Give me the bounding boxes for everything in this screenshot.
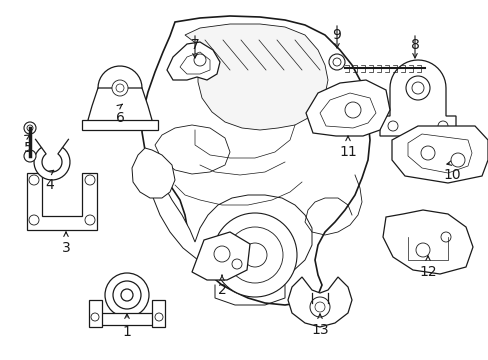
Circle shape	[231, 259, 242, 269]
Text: 8: 8	[410, 38, 419, 52]
Circle shape	[27, 125, 33, 131]
Text: 10: 10	[442, 168, 460, 182]
Text: 12: 12	[418, 265, 436, 279]
Circle shape	[345, 102, 360, 118]
Text: 6: 6	[115, 111, 124, 125]
Text: 1: 1	[122, 325, 131, 339]
Circle shape	[213, 213, 296, 297]
Circle shape	[85, 175, 95, 185]
Circle shape	[85, 215, 95, 225]
Circle shape	[440, 232, 450, 242]
Circle shape	[29, 215, 39, 225]
Circle shape	[113, 281, 141, 309]
Circle shape	[405, 76, 429, 100]
Polygon shape	[142, 16, 369, 305]
Polygon shape	[379, 60, 455, 136]
Text: 9: 9	[332, 28, 341, 42]
Circle shape	[420, 146, 434, 160]
Polygon shape	[27, 173, 97, 230]
Polygon shape	[382, 210, 472, 274]
Text: 3: 3	[61, 241, 70, 255]
Polygon shape	[391, 126, 487, 183]
Circle shape	[214, 246, 229, 262]
Polygon shape	[152, 300, 164, 327]
Circle shape	[29, 175, 39, 185]
Polygon shape	[184, 24, 327, 130]
Circle shape	[116, 84, 124, 92]
Polygon shape	[145, 155, 311, 282]
Text: 7: 7	[190, 38, 199, 52]
Polygon shape	[305, 80, 389, 136]
Circle shape	[105, 273, 149, 317]
Circle shape	[328, 54, 345, 70]
Circle shape	[437, 121, 447, 131]
Circle shape	[411, 82, 423, 94]
Polygon shape	[167, 42, 220, 80]
Polygon shape	[95, 313, 159, 325]
Polygon shape	[407, 134, 471, 173]
Text: 13: 13	[310, 323, 328, 337]
Circle shape	[387, 121, 397, 131]
Circle shape	[332, 58, 340, 66]
Polygon shape	[132, 148, 175, 198]
Polygon shape	[34, 148, 70, 180]
Circle shape	[24, 150, 36, 162]
Text: 4: 4	[45, 178, 54, 192]
Circle shape	[226, 227, 283, 283]
Circle shape	[450, 153, 464, 167]
Circle shape	[112, 80, 128, 96]
Polygon shape	[287, 277, 351, 327]
Text: 2: 2	[217, 283, 226, 297]
Circle shape	[415, 243, 429, 257]
Polygon shape	[89, 300, 102, 327]
Polygon shape	[319, 93, 375, 128]
Circle shape	[155, 313, 163, 321]
Text: 5: 5	[23, 141, 32, 155]
Polygon shape	[88, 88, 152, 126]
Polygon shape	[155, 125, 229, 174]
Circle shape	[314, 302, 325, 312]
Circle shape	[24, 122, 36, 134]
Polygon shape	[82, 120, 158, 130]
Circle shape	[91, 313, 99, 321]
Circle shape	[194, 54, 205, 66]
Circle shape	[309, 297, 329, 317]
Circle shape	[243, 243, 266, 267]
Polygon shape	[192, 232, 249, 280]
Text: 11: 11	[339, 145, 356, 159]
Polygon shape	[180, 52, 209, 74]
Circle shape	[121, 289, 133, 301]
